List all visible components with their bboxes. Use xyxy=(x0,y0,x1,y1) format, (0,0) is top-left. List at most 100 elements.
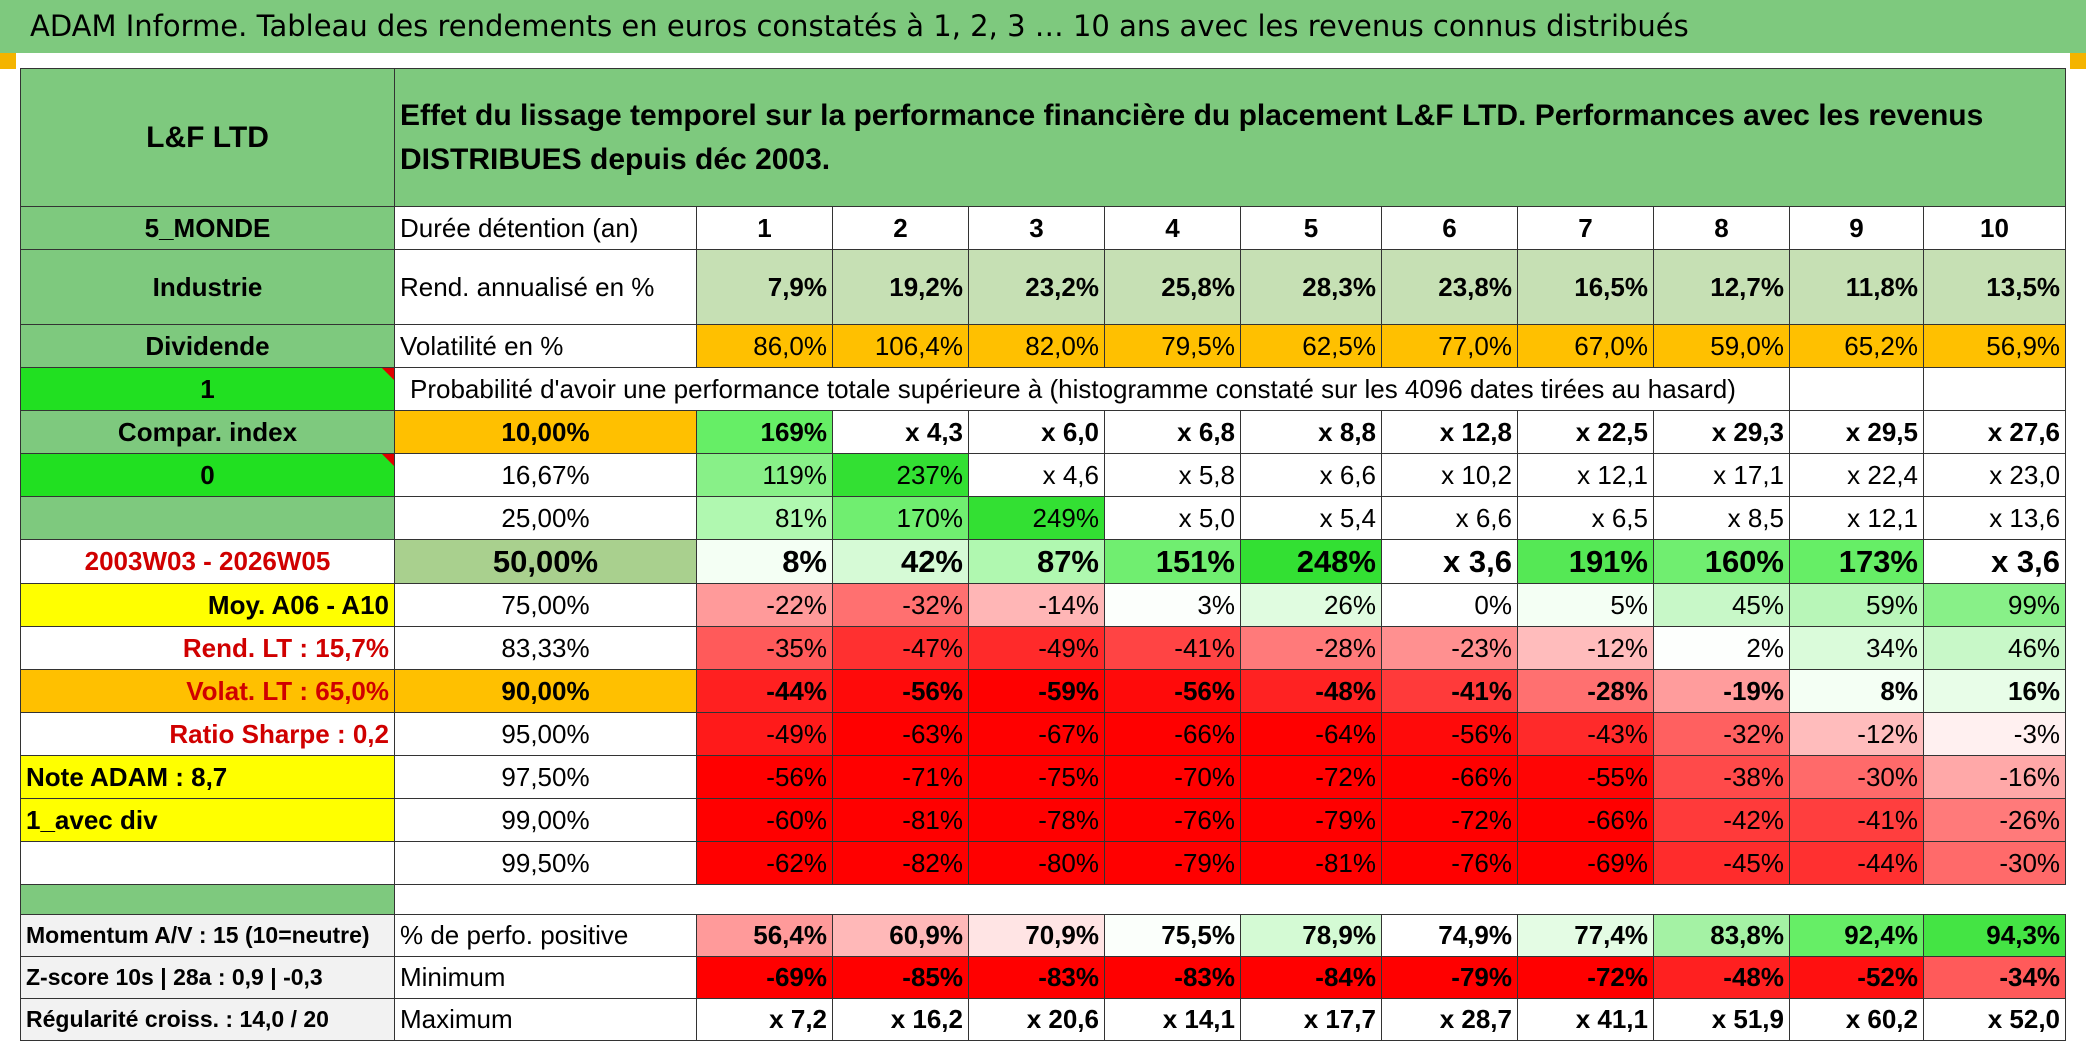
volatility-value: 62,5% xyxy=(1240,324,1382,368)
probability-cell: x 12,8 xyxy=(1381,410,1518,454)
probability-cell: x 3,6 xyxy=(1922,539,2067,584)
fund-name: L&F LTD xyxy=(20,68,395,207)
probability-cell: 81% xyxy=(696,496,833,540)
year-header: 7 xyxy=(1517,206,1654,250)
year-header: 9 xyxy=(1789,206,1924,250)
probability-cell: -41% xyxy=(1104,626,1241,670)
probability-cell: -19% xyxy=(1653,669,1790,713)
probability-cell: -32% xyxy=(832,583,969,627)
positive-value: 92,4% xyxy=(1789,914,1924,957)
probability-cell: -48% xyxy=(1240,669,1382,713)
probability-cell: -80% xyxy=(968,841,1105,885)
parameter-value-0[interactable]: 0 xyxy=(20,453,395,497)
annualized-return-value: 25,8% xyxy=(1104,249,1241,325)
positive-value: 78,9% xyxy=(1240,914,1382,957)
probability-cell: 59% xyxy=(1789,583,1924,627)
empty-cell xyxy=(1789,367,1924,411)
probability-cell: x 22,5 xyxy=(1517,410,1654,454)
performance-table: L&F LTD Effet du lissage temporel sur la… xyxy=(20,68,2067,1041)
long-term-return: Rend. LT : 15,7% xyxy=(20,626,395,670)
probability-threshold: 95,00% xyxy=(394,712,697,756)
probability-cell: -70% xyxy=(1104,755,1241,799)
minimum-value: -48% xyxy=(1653,956,1790,999)
year-header: 8 xyxy=(1653,206,1790,250)
volatility-value: 59,0% xyxy=(1653,324,1790,368)
probability-cell: x 29,3 xyxy=(1653,410,1790,454)
probability-cell: -76% xyxy=(1104,798,1241,842)
minimum-value: -83% xyxy=(1104,956,1241,999)
maximum-value: x 51,9 xyxy=(1653,998,1790,1041)
probability-cell: 119% xyxy=(696,453,833,497)
parameter-value-1[interactable]: 1 xyxy=(20,367,395,411)
probability-cell: -66% xyxy=(1381,755,1518,799)
probability-cell: -82% xyxy=(832,841,969,885)
probability-cell: -79% xyxy=(1104,841,1241,885)
probability-cell: -56% xyxy=(832,669,969,713)
spacer-cell xyxy=(395,885,2066,915)
sector-label: Industrie xyxy=(20,249,395,325)
maximum-label: Maximum xyxy=(394,998,697,1041)
period-label: 2003W03 - 2026W05 xyxy=(20,539,395,584)
corner-marker-right xyxy=(2070,53,2086,69)
probability-cell: -78% xyxy=(968,798,1105,842)
volatility-value: 56,9% xyxy=(1922,324,2067,368)
year-header: 1 xyxy=(696,206,833,250)
probability-cell: x 6,6 xyxy=(1240,453,1382,497)
probability-cell: 151% xyxy=(1104,539,1241,584)
probability-cell: 34% xyxy=(1789,626,1924,670)
probability-cell: -47% xyxy=(832,626,969,670)
probability-cell: 87% xyxy=(968,539,1105,584)
probability-cell: -49% xyxy=(696,712,833,756)
volatility-value: 77,0% xyxy=(1381,324,1518,368)
probability-cell: x 3,6 xyxy=(1381,539,1518,584)
probability-cell: 191% xyxy=(1517,539,1654,584)
probability-caption: Probabilité d'avoir une performance tota… xyxy=(394,367,1790,411)
maximum-value: x 41,1 xyxy=(1517,998,1654,1041)
adam-score: Note ADAM : 8,7 xyxy=(20,755,395,799)
volatility-value: 82,0% xyxy=(968,324,1105,368)
probability-cell: x 5,0 xyxy=(1104,496,1241,540)
minimum-value: -72% xyxy=(1517,956,1654,999)
probability-cell: -12% xyxy=(1517,626,1654,670)
probability-cell: -28% xyxy=(1240,626,1382,670)
positive-value: 77,4% xyxy=(1517,914,1654,957)
positive-value: 94,3% xyxy=(1922,914,2067,957)
probability-cell: -26% xyxy=(1922,798,2067,842)
probability-cell: -81% xyxy=(832,798,969,842)
probability-threshold: 16,67% xyxy=(394,453,697,497)
probability-cell: -69% xyxy=(1517,841,1654,885)
probability-cell: x 4,6 xyxy=(968,453,1105,497)
probability-cell: -72% xyxy=(1381,798,1518,842)
positive-value: 70,9% xyxy=(968,914,1105,957)
probability-cell: -66% xyxy=(1104,712,1241,756)
volatility-value: 67,0% xyxy=(1517,324,1654,368)
probability-cell: x 6,8 xyxy=(1104,410,1241,454)
probability-cell: -44% xyxy=(696,669,833,713)
probability-threshold: 75,00% xyxy=(394,583,697,627)
annualized-return-value: 23,2% xyxy=(968,249,1105,325)
probability-cell: 46% xyxy=(1922,626,2067,670)
probability-cell: -16% xyxy=(1922,755,2067,799)
probability-threshold: 99,00% xyxy=(394,798,697,842)
annualized-return-value: 23,8% xyxy=(1381,249,1518,325)
annualized-return-value: 7,9% xyxy=(696,249,833,325)
probability-cell: x 29,5 xyxy=(1789,410,1924,454)
probability-cell: x 27,6 xyxy=(1922,410,2067,454)
probability-cell: -62% xyxy=(696,841,833,885)
probability-cell: -49% xyxy=(968,626,1105,670)
minimum-value: -52% xyxy=(1789,956,1924,999)
probability-cell: -44% xyxy=(1789,841,1924,885)
probability-threshold: 10,00% xyxy=(394,410,697,454)
probability-cell: -45% xyxy=(1653,841,1790,885)
probability-cell: -56% xyxy=(1381,712,1518,756)
probability-cell: 5% xyxy=(1517,583,1654,627)
probability-threshold: 83,33% xyxy=(394,626,697,670)
probability-cell: 3% xyxy=(1104,583,1241,627)
maximum-value: x 16,2 xyxy=(832,998,969,1041)
long-term-volatility: Volat. LT : 65,0% xyxy=(20,669,395,713)
probability-threshold: 50,00% xyxy=(394,539,697,584)
table-description: Effet du lissage temporel sur la perform… xyxy=(393,68,2067,207)
probability-cell: -79% xyxy=(1240,798,1382,842)
volatility-value: 79,5% xyxy=(1104,324,1241,368)
probability-cell: -12% xyxy=(1789,712,1924,756)
